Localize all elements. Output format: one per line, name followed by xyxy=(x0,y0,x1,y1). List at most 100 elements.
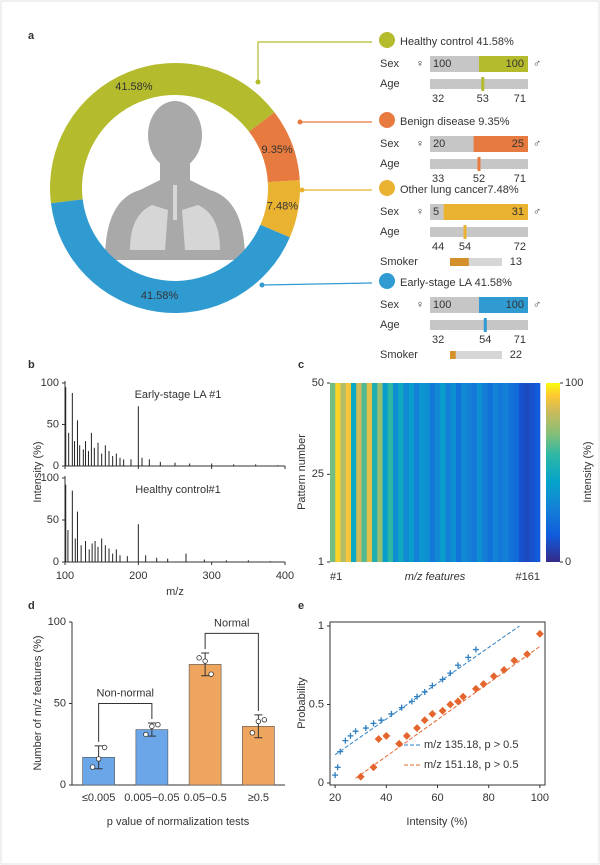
heatmap-column xyxy=(335,383,341,562)
female-symbol: ♀ xyxy=(416,138,424,150)
x-end-label: #161 xyxy=(516,571,540,583)
age-label: Age xyxy=(380,319,400,331)
donut-slice xyxy=(50,199,290,313)
data-point xyxy=(413,724,421,732)
data-point xyxy=(479,680,488,689)
age-range xyxy=(430,79,528,89)
data-point xyxy=(523,650,532,659)
data-point xyxy=(334,764,341,771)
age-median xyxy=(481,77,485,91)
x-tick-label: ≤0.005 xyxy=(82,792,116,804)
heatmap-column xyxy=(482,383,488,562)
data-point xyxy=(414,693,421,700)
smoker-track xyxy=(450,258,502,266)
colorbar xyxy=(546,383,560,562)
data-point xyxy=(447,670,454,677)
data-point xyxy=(208,671,214,677)
data-point xyxy=(471,684,480,693)
slice-label: 41.58% xyxy=(115,81,153,93)
heatmap-column xyxy=(529,383,536,562)
group-title: Healthy control 41.58% xyxy=(400,36,514,48)
data-point xyxy=(374,735,383,743)
x-tick-label: ≥0.5 xyxy=(248,792,269,804)
y-axis-label: Intensity (%) xyxy=(32,441,44,502)
y-tick-label: 0.5 xyxy=(309,698,324,710)
group-icon xyxy=(379,180,395,196)
x-axis-label: m/z features xyxy=(405,571,466,583)
x-tick-label: 60 xyxy=(431,792,443,804)
female-count: 100 xyxy=(433,299,451,311)
age-median xyxy=(463,225,467,239)
x-tick-label: 100 xyxy=(531,792,549,804)
x-tick-label: 40 xyxy=(380,792,392,804)
y-axis-label: Number of m/z features (%) xyxy=(32,635,44,770)
y-tick-label: 1 xyxy=(318,620,324,632)
data-point xyxy=(101,744,108,751)
female-symbol: ♀ xyxy=(416,58,424,70)
heatmap-column xyxy=(471,383,478,562)
colorbar-tick-label: 0 xyxy=(565,556,571,568)
colorbar-tick-label: 100 xyxy=(565,377,583,389)
data-point xyxy=(465,654,472,661)
smoker-count: 13 xyxy=(510,256,522,268)
data-point xyxy=(388,710,395,717)
data-point xyxy=(429,682,436,689)
slice-label: 9.35% xyxy=(262,144,293,156)
data-point xyxy=(332,772,339,779)
age-range xyxy=(430,227,528,237)
x-tick-label: 0.005−0.05 xyxy=(124,792,179,804)
age-max: 72 xyxy=(514,241,526,253)
female-count: 20 xyxy=(433,138,445,150)
donut-slice xyxy=(50,63,275,204)
fit-line xyxy=(355,646,541,779)
heatmap-column xyxy=(408,383,415,562)
y-tick-label: 0 xyxy=(60,779,66,791)
x-tick-label: 0.05−0.5 xyxy=(184,792,227,804)
data-point xyxy=(342,737,349,744)
age-median-label: 54 xyxy=(459,241,471,253)
bracket xyxy=(204,632,259,711)
data-point xyxy=(143,731,149,738)
group-title: Early-stage LA 41.58% xyxy=(400,277,512,289)
heatmap-column xyxy=(345,383,352,562)
male-symbol: ♂ xyxy=(533,138,541,150)
heatmap-column xyxy=(361,383,368,562)
age-median-label: 52 xyxy=(473,173,485,185)
heatmap-column xyxy=(340,383,347,562)
panel-label: b xyxy=(28,359,35,371)
age-min: 32 xyxy=(432,334,444,346)
donut-slice xyxy=(260,180,300,238)
data-point xyxy=(337,748,344,755)
age-label: Age xyxy=(380,226,400,238)
data-point xyxy=(454,662,461,669)
age-max: 71 xyxy=(514,173,526,185)
error-bar xyxy=(254,714,263,739)
data-point xyxy=(428,710,437,718)
data-point xyxy=(398,704,405,711)
donut-slice xyxy=(248,112,300,183)
age-min: 44 xyxy=(432,241,444,253)
heatmap-column xyxy=(450,383,457,562)
slice-label: 41.58% xyxy=(141,290,179,302)
data-point xyxy=(454,697,462,706)
x-tick-label: 20 xyxy=(329,792,341,804)
male-bar xyxy=(473,136,528,152)
data-point xyxy=(155,721,161,728)
heatmap-column xyxy=(461,383,467,562)
heatmap-column xyxy=(372,383,378,562)
data-point xyxy=(408,698,415,705)
data-point xyxy=(89,764,96,770)
heatmap-column xyxy=(356,383,362,562)
legend-label: m/z 151.18, p > 0.5 xyxy=(424,759,518,771)
male-symbol: ♂ xyxy=(533,206,541,218)
x-tick-label: 400 xyxy=(276,570,294,582)
heatmap-column xyxy=(403,383,410,562)
smoker-count: 22 xyxy=(510,349,522,361)
female-bar xyxy=(430,56,479,72)
smoker-bar xyxy=(450,258,469,266)
x-tick-label: 200 xyxy=(129,570,147,582)
male-count: 31 xyxy=(512,206,524,218)
heatmap-column xyxy=(429,383,436,562)
panel-label: a xyxy=(28,30,35,42)
age-median-label: 53 xyxy=(477,93,489,105)
